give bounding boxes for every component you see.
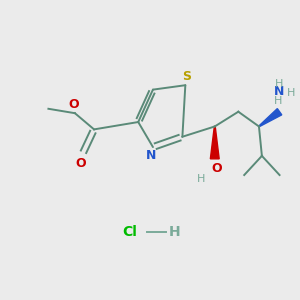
Text: Cl: Cl [122, 225, 137, 239]
Polygon shape [259, 109, 282, 127]
Text: S: S [182, 70, 191, 83]
Polygon shape [210, 126, 219, 159]
Text: O: O [68, 98, 79, 111]
Text: H: H [169, 225, 181, 239]
Text: O: O [76, 157, 86, 170]
Text: N: N [274, 85, 285, 98]
Text: H: H [197, 174, 206, 184]
Text: O: O [211, 162, 222, 175]
Text: H: H [274, 95, 282, 106]
Text: N: N [146, 149, 157, 162]
Text: H: H [287, 88, 296, 98]
Text: H: H [275, 79, 284, 89]
